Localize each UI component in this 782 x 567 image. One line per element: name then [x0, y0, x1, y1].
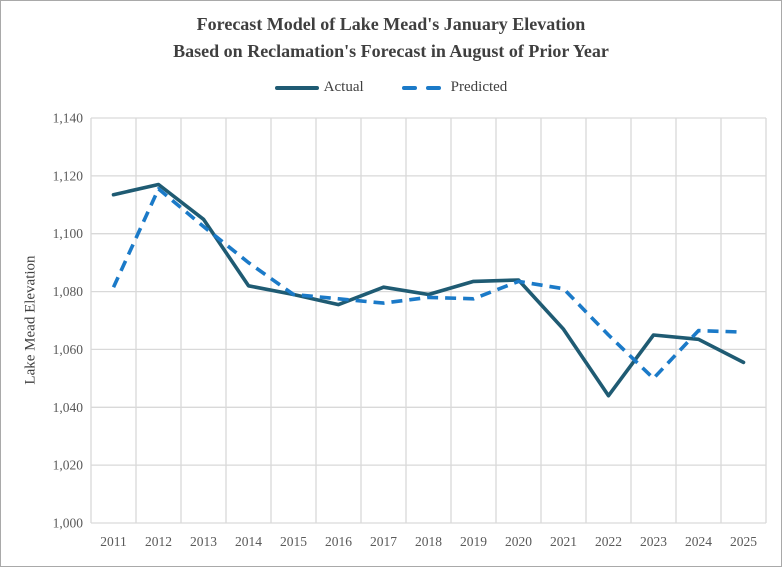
svg-text:2015: 2015	[280, 534, 307, 549]
svg-text:2018: 2018	[415, 534, 442, 549]
svg-text:1,080: 1,080	[53, 284, 84, 299]
y-gridlines	[91, 117, 766, 524]
x-tick-labels: 2011 2012 2013 2014 2015 2016 2017 2018 2019 2020…	[100, 534, 757, 549]
svg-text:1,060: 1,060	[53, 342, 84, 357]
svg-text:2019: 2019	[460, 534, 487, 549]
predicted-line-swatch	[401, 85, 446, 90]
svg-text:2022: 2022	[595, 534, 622, 549]
legend-label-actual: Actual	[323, 79, 364, 95]
svg-text:1,140: 1,140	[53, 111, 84, 126]
chart-title: Forecast Model of Lake Mead's January El…	[1, 11, 781, 65]
chart-title-line1: Forecast Model of Lake Mead's January El…	[196, 14, 586, 34]
dash-segment	[401, 85, 417, 90]
svg-text:2016: 2016	[325, 534, 352, 549]
actual-line-swatch	[274, 85, 319, 90]
svg-text:1,020: 1,020	[53, 458, 84, 473]
svg-text:1,120: 1,120	[53, 168, 84, 183]
actual-series-line	[111, 182, 746, 398]
legend: Actual Predicted	[1, 79, 781, 96]
y-tick-labels: 1,000 1,020 1,040 1,060 1,080 1,100 1,120 1,140	[53, 111, 84, 531]
svg-text:2025: 2025	[730, 534, 757, 549]
legend-label-predicted: Predicted	[450, 79, 508, 95]
chart-title-line2: Based on Reclamation's Forecast in Augus…	[173, 41, 609, 61]
svg-text:1,000: 1,000	[53, 516, 84, 531]
svg-text:2014: 2014	[235, 534, 262, 549]
svg-text:2020: 2020	[505, 534, 532, 549]
svg-text:2012: 2012	[145, 534, 172, 549]
svg-text:2024: 2024	[685, 534, 712, 549]
svg-text:2021: 2021	[550, 534, 577, 549]
predicted-series-line	[111, 187, 744, 381]
dash-segment	[425, 85, 441, 90]
svg-text:1,100: 1,100	[53, 226, 84, 241]
svg-text:1,040: 1,040	[53, 400, 84, 415]
svg-text:2013: 2013	[190, 534, 217, 549]
svg-text:2011: 2011	[100, 534, 127, 549]
legend-item-predicted: Predicted	[364, 79, 508, 96]
x-gridlines	[90, 118, 767, 523]
legend-item-actual: Actual	[274, 79, 364, 96]
svg-text:2023: 2023	[640, 534, 667, 549]
svg-text:2017: 2017	[370, 534, 397, 549]
y-axis-title: Lake Mead Elevation	[22, 255, 39, 385]
